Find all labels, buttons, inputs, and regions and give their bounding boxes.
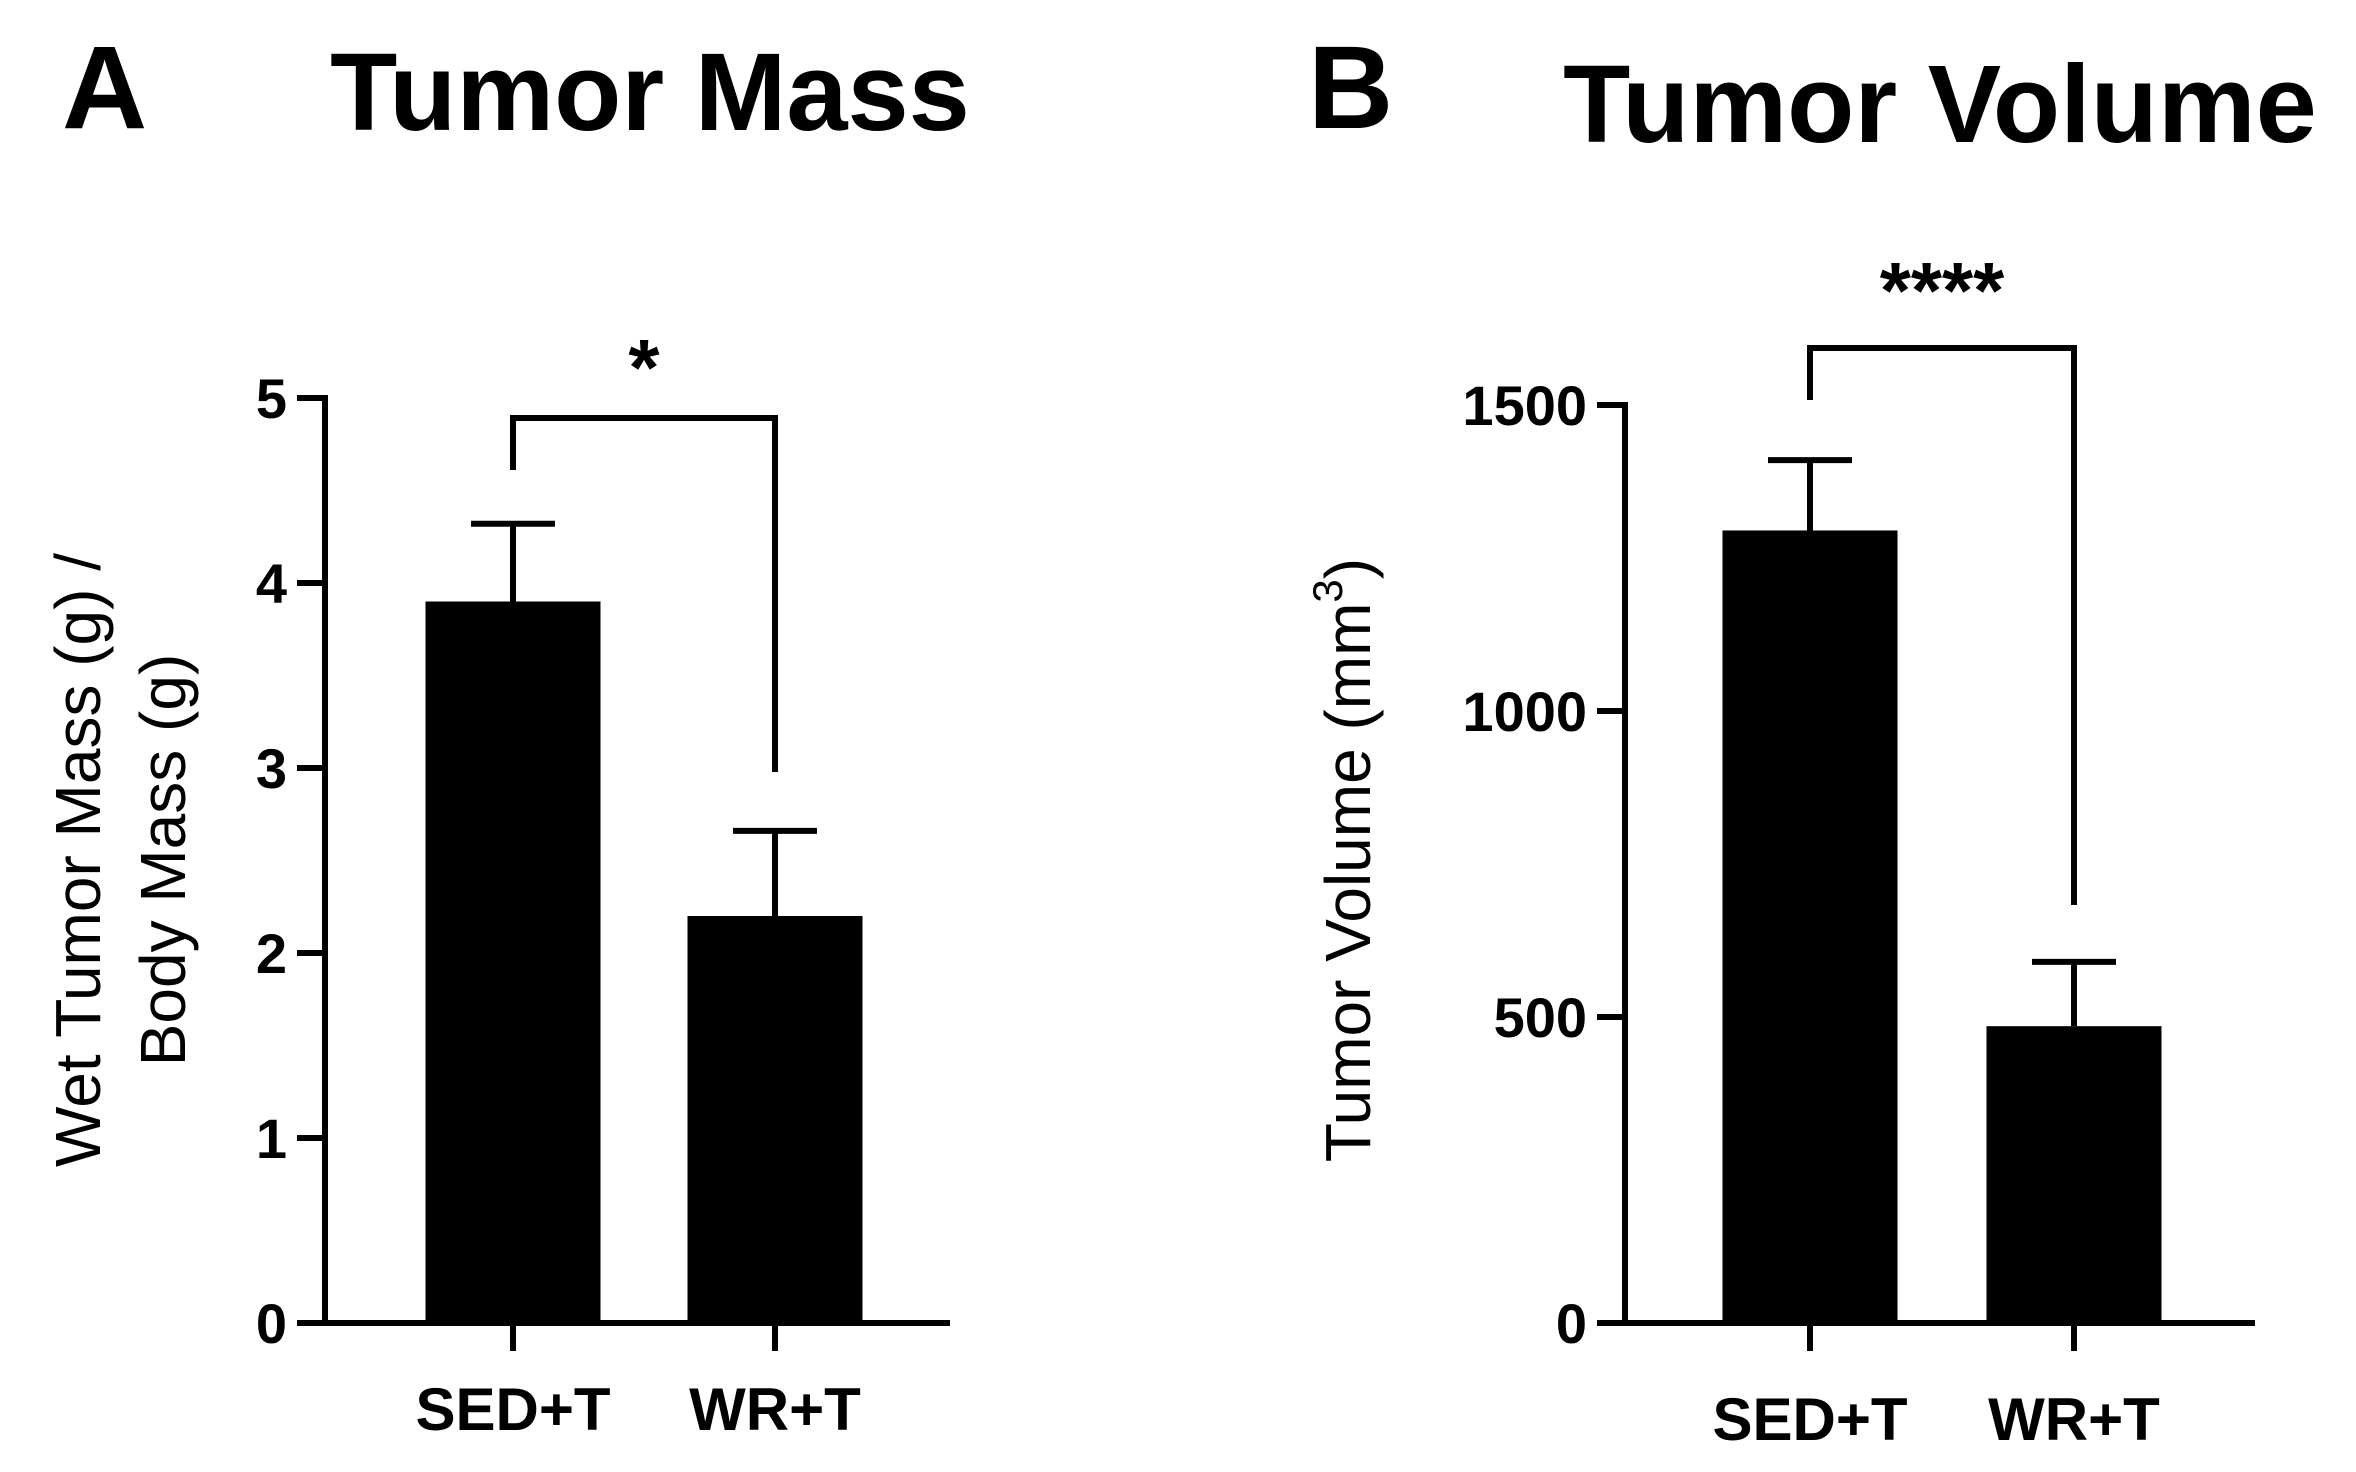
y-axis-title: Body Mass (g) (127, 654, 199, 1067)
y-tick-label: 2 (256, 922, 287, 985)
bar-wr-t (687, 916, 863, 1323)
y-tick-label: 0 (256, 1292, 287, 1355)
y-tick-label: 0 (1556, 1292, 1587, 1355)
panel-a: A Tumor Mass 0 1 2 3 4 5 SED+T WR+T * Wet Tumor Mas… (42, 22, 970, 1443)
y-tick-label: 1500 (1462, 374, 1587, 437)
chart-title: Tumor Mass (330, 31, 970, 154)
bar-sed-t (425, 601, 601, 1323)
panel-letter: B (1308, 22, 1393, 154)
y-tick-label: 500 (1494, 986, 1587, 1049)
y-tick-label: 1000 (1462, 680, 1587, 743)
category-label: WR+T (689, 1376, 861, 1443)
category-label: SED+T (415, 1376, 610, 1443)
y-tick-label: 3 (256, 737, 287, 800)
category-label: SED+T (1712, 1386, 1907, 1453)
panel-letter: A (62, 22, 147, 154)
bar-sed-t (1722, 530, 1898, 1323)
significance-label: **** (1880, 246, 2005, 335)
category-label: WR+T (1988, 1386, 2160, 1453)
y-tick-label: 5 (256, 367, 287, 430)
y-axis-title: Wet Tumor Mass (g) / (42, 553, 114, 1167)
y-tick-label: 4 (256, 552, 287, 615)
chart-title: Tumor Volume (1563, 43, 2317, 166)
significance-bracket (510, 415, 778, 772)
significance-label: * (628, 323, 660, 412)
panel-b: B Tumor Volume 0 500 1000 1500 SED+T WR+T **** Tu… (1304, 22, 2317, 1453)
significance-bracket (1807, 345, 2077, 905)
bar-wr-t (1986, 1026, 2162, 1323)
y-axis-title: Tumor Volume (mm3) (1304, 558, 1384, 1162)
y-tick-label: 1 (256, 1107, 287, 1170)
